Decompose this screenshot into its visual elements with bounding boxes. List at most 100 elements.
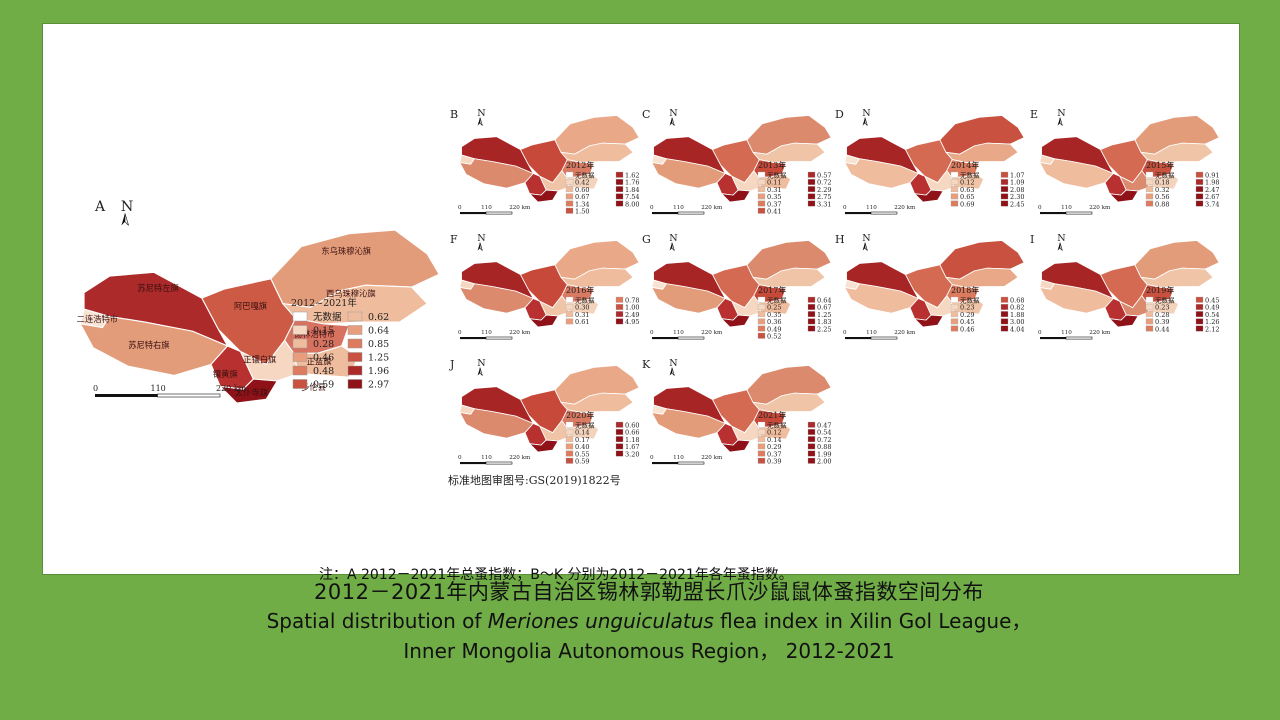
legend-value: 3.74: [1205, 200, 1219, 208]
scale-label: 110: [673, 330, 684, 336]
legend-value: 2.12: [1205, 325, 1219, 333]
scale-label: 220 km: [701, 455, 723, 461]
legend-swatch: [950, 186, 959, 193]
scale-bar: [485, 336, 513, 340]
county-label: 正蓝旗: [307, 356, 332, 366]
small-map-k: K N2021年无数据0.120.140.290.370.390.470.540.…: [642, 358, 832, 466]
legend-value: 1.62: [625, 172, 639, 180]
legend-swatch: [347, 338, 363, 349]
scale-label: 0: [650, 205, 654, 211]
legend-value: 1.84: [625, 186, 639, 194]
legend-value: 0.60: [575, 186, 589, 194]
legend-swatch: [1000, 193, 1009, 200]
scale-bar: [95, 394, 158, 397]
legend-swatch: [1000, 318, 1009, 325]
figure-panel: 东乌珠穆沁旗 西乌珠穆沁旗 阿巴嘎旗 锡林浩特市 苏尼特左旗 二连浩特市 苏尼特右旗 正镶白旗…: [42, 23, 1240, 583]
legend-swatch: [347, 311, 363, 322]
scale-label: 110: [866, 330, 877, 336]
legend-swatch: [1195, 296, 1204, 303]
legend-swatch: [757, 318, 766, 325]
legend-swatch: [347, 325, 363, 335]
legend-swatch: [757, 332, 766, 339]
legend-value: 0.45: [1205, 297, 1219, 305]
county-label: 锡林浩特市: [294, 329, 335, 339]
legend-swatch: [615, 429, 624, 435]
legend-swatch: [757, 325, 766, 332]
legend-value: 0.52: [767, 333, 781, 341]
legend-swatch: [757, 304, 766, 310]
scale-label: 220 km: [894, 205, 916, 211]
legend-value: 0.64: [817, 297, 831, 305]
county-label: 二连浩特市: [77, 314, 118, 324]
county-region: [218, 378, 279, 404]
legend-swatch: [807, 186, 816, 193]
scale-label: 0: [458, 455, 462, 461]
scale-label: 220 km: [509, 455, 531, 461]
legend-value: 0.54: [817, 429, 831, 437]
legend-value: 无数据: [313, 311, 342, 323]
north-arrow-icon: [671, 242, 675, 251]
figure-note: 注：A 2012－2021年总蚤指数；B～K 分别为2012－2021年各年蚤指…: [319, 567, 793, 583]
caption-block: 2012－2021年内蒙古自治区锡林郭勒盟长爪沙鼠鼠体蚤指数空间分布 Spati…: [0, 578, 1280, 666]
scale-label: 220 km: [509, 330, 531, 336]
legend-swatch: [1145, 311, 1154, 318]
legend-swatch: [1195, 311, 1204, 318]
scale-label: 0: [843, 330, 847, 336]
legend-swatch: [565, 304, 574, 310]
legend-value: 1.99: [817, 450, 831, 458]
legend-swatch: [807, 443, 816, 450]
legend-value: 2.47: [1205, 186, 1219, 194]
legend-value: 0.59: [313, 380, 334, 391]
county-label: 镶黄旗: [213, 369, 238, 379]
county-region: [528, 439, 559, 453]
scale-label: 0: [1038, 330, 1042, 336]
legend-value: 2.45: [1010, 200, 1024, 208]
panel-label-e: E: [1030, 108, 1038, 121]
county-region: [528, 314, 559, 328]
north-label: N: [1057, 108, 1065, 119]
caption-english-line2: Inner Mongolia Autonomous Region， 2012-2…: [403, 639, 895, 663]
panel-label-h: H: [835, 233, 845, 246]
legend-value: 0.65: [960, 193, 974, 201]
legend-value: 0.78: [625, 297, 639, 305]
north-label: N: [477, 233, 485, 244]
legend-value: 4.04: [1010, 325, 1024, 333]
legend-value: 0.66: [625, 429, 639, 437]
panel-label-g: G: [642, 233, 651, 246]
legend-swatch: [347, 365, 363, 376]
north-arrow-icon: [1059, 242, 1063, 251]
legend-swatch: [292, 338, 308, 349]
legend-value: 1.98: [1205, 179, 1219, 187]
county-region: [913, 314, 944, 328]
legend-swatch: [615, 311, 624, 318]
legend-swatch: [615, 171, 624, 178]
legend-value: 无数据: [767, 296, 787, 305]
north-label: N: [862, 233, 870, 244]
legend-swatch: [807, 296, 816, 303]
legend-swatch: [565, 207, 574, 214]
panel-label-k: K: [642, 358, 651, 371]
scale-bar: [485, 461, 513, 465]
county-label: 多伦县: [301, 382, 326, 392]
scale-bar: [157, 393, 221, 398]
legend-value: 0.40: [575, 443, 589, 451]
legend-swatch: [1145, 193, 1154, 200]
scale-label: 110: [481, 455, 492, 461]
legend-swatch: [292, 352, 308, 362]
north-label: N: [862, 108, 870, 119]
approval-number: 标准地图审图号:GS(2019)1822号: [448, 473, 621, 487]
small-map-c: C N2013年无数据0.110.310.350.370.410.570.722.…: [642, 108, 832, 216]
legend-swatch: [950, 304, 959, 310]
county-region: [1108, 314, 1139, 328]
scale-bar: [870, 336, 898, 340]
legend-swatch: [1195, 171, 1204, 178]
legend-value: 8.00: [625, 200, 639, 208]
legend-value: 7.54: [625, 193, 639, 201]
north-arrow-icon: [862, 242, 865, 251]
scale-bar: [485, 211, 513, 215]
scale-label: 220 km: [1089, 205, 1111, 211]
legend-swatch: [757, 311, 766, 318]
legend-swatch: [1145, 186, 1154, 193]
